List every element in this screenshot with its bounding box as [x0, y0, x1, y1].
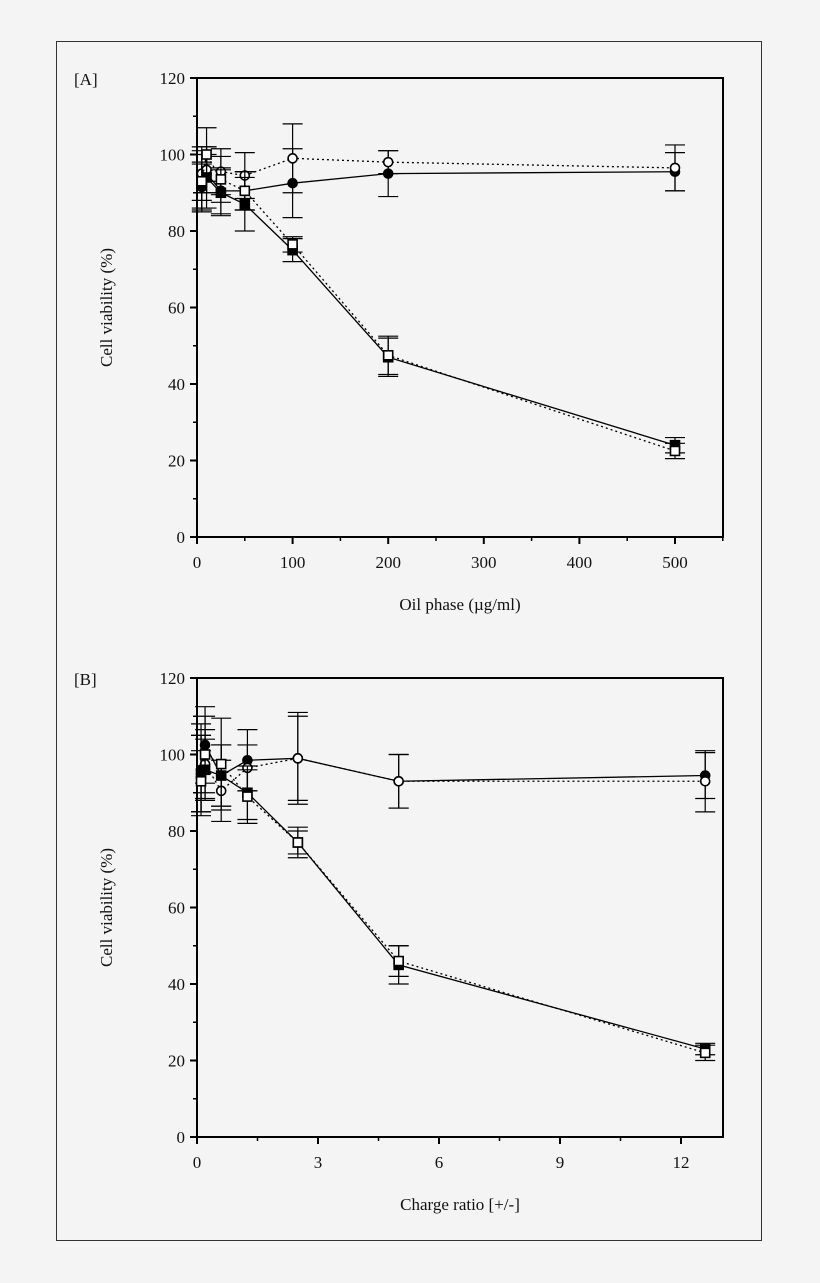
series-line — [200, 757, 706, 792]
y-tick-label: 60 — [168, 899, 185, 918]
data-point — [242, 791, 253, 802]
y-tick-label: 100 — [160, 746, 186, 765]
panel-b: 0 20 40 60 80 100 120 0 3 6 9 12 Charge ratio [+/-] C… — [74, 669, 724, 1214]
figure-frame — [56, 41, 762, 1241]
data-point — [287, 153, 298, 164]
data-point — [292, 837, 304, 848]
data-point — [669, 162, 681, 174]
plot-area — [196, 677, 724, 1138]
y-tick-label: 80 — [168, 222, 185, 241]
data-point — [199, 749, 211, 760]
series-open-circle — [191, 123, 685, 201]
series-line — [200, 753, 706, 1054]
data-point — [699, 1047, 711, 1059]
x-tick-label: 0 — [193, 553, 202, 572]
data-point — [239, 185, 251, 197]
data-point — [201, 149, 212, 160]
panel-a: 0 20 40 60 80 100 120 0 100 200 300 400 500 Oil phase… — [74, 69, 724, 614]
series-filled-circle — [191, 706, 716, 817]
data-point — [382, 350, 394, 361]
x-tick-label: 400 — [567, 553, 593, 572]
x-axis-label: Charge ratio [+/-] — [400, 1195, 520, 1214]
x-axis-label: Oil phase (µg/ml) — [399, 595, 520, 614]
series-line — [201, 152, 676, 452]
y-tick-label: 0 — [177, 1128, 186, 1147]
y-tick-label: 40 — [168, 375, 185, 394]
data-point — [215, 758, 227, 770]
x-tick-label: 6 — [435, 1153, 444, 1172]
data-point — [382, 156, 394, 168]
y-tick-label: 0 — [177, 528, 186, 547]
series-line — [201, 176, 676, 446]
y-axis-label: Cell viability (%) — [97, 848, 116, 967]
y-tick-label: 80 — [168, 822, 185, 841]
panel-label: [B] — [74, 670, 97, 689]
y-tick-label: 20 — [168, 1052, 185, 1071]
series-filled-square — [191, 146, 685, 454]
x-tick-label: 300 — [471, 553, 497, 572]
series-line — [201, 171, 676, 192]
series-line — [200, 769, 706, 1050]
series-open-square — [191, 127, 685, 460]
data-point — [292, 753, 304, 764]
series-open-square — [191, 715, 716, 1062]
plot-area — [196, 77, 724, 538]
series-filled-circle — [191, 148, 685, 219]
series-filled-square — [191, 734, 716, 1056]
data-point — [393, 955, 404, 967]
series-line — [200, 742, 706, 782]
series-open-circle — [191, 711, 716, 823]
data-point — [215, 174, 227, 185]
y-tick-label: 20 — [168, 452, 185, 471]
x-tick-label: 100 — [280, 553, 306, 572]
panel-label: [A] — [74, 70, 98, 89]
y-tick-label: 120 — [160, 69, 186, 88]
data-point — [195, 775, 207, 787]
x-tick-label: 3 — [314, 1153, 323, 1172]
x-tick-label: 9 — [556, 1153, 565, 1172]
y-tick-label: 120 — [160, 669, 186, 688]
x-tick-label: 500 — [662, 553, 688, 572]
y-tick-label: 60 — [168, 299, 185, 318]
y-axis-label: Cell viability (%) — [97, 248, 116, 367]
x-tick-label: 12 — [673, 1153, 690, 1172]
x-tick-label: 0 — [193, 1153, 202, 1172]
x-tick-label: 200 — [375, 553, 401, 572]
y-tick-label: 100 — [160, 146, 186, 165]
data-point — [196, 175, 208, 187]
data-point — [699, 775, 711, 787]
data-point — [287, 239, 298, 250]
y-tick-label: 40 — [168, 975, 185, 994]
data-point — [669, 445, 681, 457]
data-point — [393, 775, 404, 787]
